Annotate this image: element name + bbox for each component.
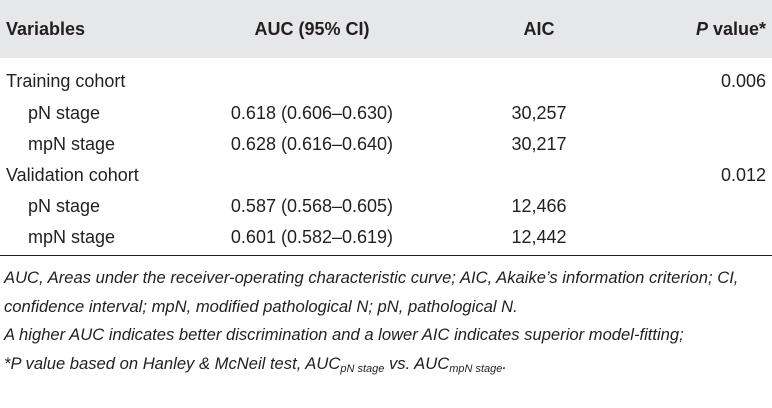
header-cell: P value* xyxy=(610,0,772,58)
table-cell xyxy=(610,98,772,129)
cell-text: 0.587 (0.568–0.605) xyxy=(230,196,394,216)
cell-text: 12,442 xyxy=(511,227,567,247)
table-cell xyxy=(610,191,772,222)
table-cell: 0.628 (0.616–0.640) xyxy=(156,129,468,160)
table-row: mpN stage 0.601 (0.582–0.619) 12,442 xyxy=(0,222,772,256)
table-cell: 30,217 xyxy=(468,129,610,160)
table-cell: 0.618 (0.606–0.630) xyxy=(156,98,468,129)
header-text: P xyxy=(695,18,708,39)
table-cell xyxy=(156,160,468,191)
table-cell: 30,257 xyxy=(468,98,610,129)
footnotes: AUC, Areas under the receiver-operating … xyxy=(0,256,772,383)
table-cell: mpN stage xyxy=(0,129,156,160)
cell-text: mpN stage xyxy=(28,227,116,247)
table-cell: mpN stage xyxy=(0,222,156,256)
cell-text: 0.628 (0.616–0.640) xyxy=(230,134,394,154)
table-cell xyxy=(610,222,772,256)
cell-text: pN stage xyxy=(28,103,101,123)
footnote: A higher AUC indicates better discrimina… xyxy=(4,321,768,350)
header-cell: AUC (95% CI) xyxy=(156,0,468,58)
header-cell: Variables xyxy=(0,0,156,58)
table-row: pN stage 0.618 (0.606–0.630) 30,257 xyxy=(0,98,772,129)
table: Variables AUC (95% CI) AIC P value* Trainin… xyxy=(0,0,772,256)
header-text: AUC (95% CI) xyxy=(254,18,370,39)
table-cell xyxy=(156,58,468,98)
table-row: Training cohort 0.006 xyxy=(0,58,772,98)
table-cell: pN stage xyxy=(0,191,156,222)
header-text: value* xyxy=(707,18,766,39)
cell-text: 0.006 xyxy=(720,70,766,91)
footnote-text: A higher AUC indicates better discrimina… xyxy=(4,325,684,344)
cell-text: 30,217 xyxy=(511,134,567,154)
cell-text: 0.012 xyxy=(720,165,766,185)
table-cell: Validation cohort xyxy=(0,160,156,191)
table-cell: 12,466 xyxy=(468,191,610,222)
footnote-text: *P value based on Hanley & McNeil test, … xyxy=(4,353,341,373)
table-cell: 0.006 xyxy=(610,58,772,98)
table-cell xyxy=(468,58,610,98)
footnote: AUC, Areas under the receiver-operating … xyxy=(4,264,768,321)
footnote-text: . xyxy=(502,353,508,373)
footnote-text: vs. AUC xyxy=(384,353,450,373)
cell-text: Training cohort xyxy=(6,70,126,91)
footnote-text: mpN stage xyxy=(449,362,503,375)
table-row: mpN stage 0.628 (0.616–0.640) 30,217 xyxy=(0,129,772,160)
header-text: Variables xyxy=(6,18,86,39)
table-cell: 0.601 (0.582–0.619) xyxy=(156,222,468,256)
table-row: pN stage 0.587 (0.568–0.605) 12,466 xyxy=(0,191,772,222)
table-cell xyxy=(468,160,610,191)
footnote: *P value based on Hanley & McNeil test, … xyxy=(4,350,768,384)
cell-text: 12,466 xyxy=(511,196,567,216)
table-row: Validation cohort 0.012 xyxy=(0,160,772,191)
table-cell: Training cohort xyxy=(0,58,156,98)
footnote-text: AUC, Areas under the receiver-operating … xyxy=(4,268,739,316)
table-cell: 0.012 xyxy=(610,160,772,191)
cell-text: 0.618 (0.606–0.630) xyxy=(230,103,394,123)
table-cell: 12,442 xyxy=(468,222,610,256)
cell-text: Validation cohort xyxy=(6,165,139,185)
table-cell: 0.587 (0.568–0.605) xyxy=(156,191,468,222)
cell-text: 0.601 (0.582–0.619) xyxy=(230,227,394,247)
table-cell xyxy=(610,129,772,160)
header-cell: AIC xyxy=(468,0,610,58)
header-text: AIC xyxy=(523,18,555,39)
table-cell: pN stage xyxy=(0,98,156,129)
header-row: Variables AUC (95% CI) AIC P value* xyxy=(0,0,772,58)
footnote-text: pN stage xyxy=(340,362,385,375)
cell-text: mpN stage xyxy=(28,134,116,154)
cell-text: pN stage xyxy=(28,196,101,216)
cell-text: 30,257 xyxy=(511,103,567,123)
